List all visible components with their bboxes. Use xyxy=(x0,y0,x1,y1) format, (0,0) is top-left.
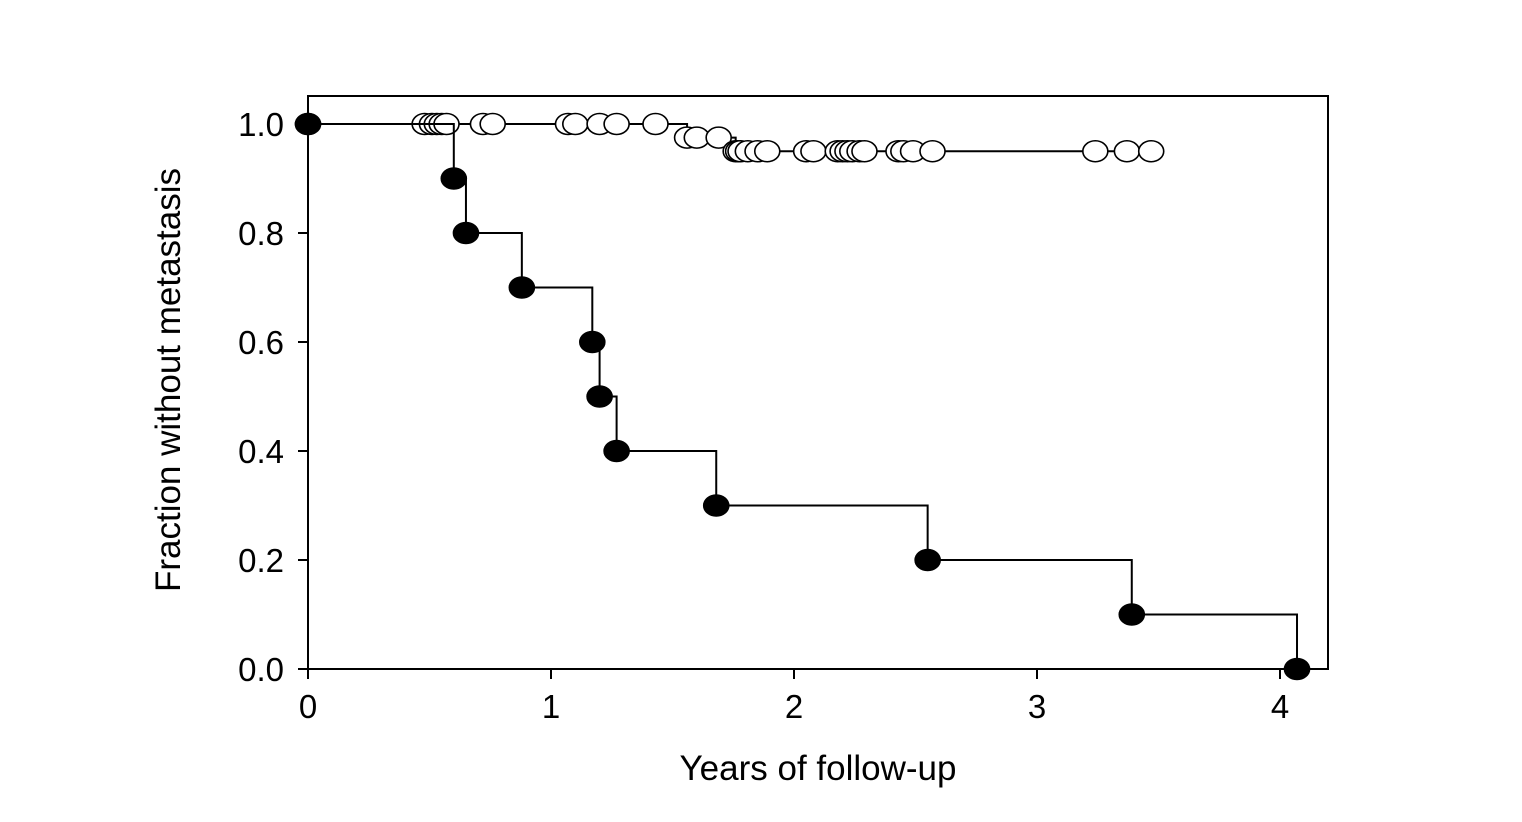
open-data-point xyxy=(561,112,589,136)
y-tick-label: 0.2 xyxy=(238,542,284,579)
x-axis-ticks: 0 1 2 3 4 xyxy=(299,669,1289,725)
open-data-point xyxy=(642,112,669,136)
filled-data-point xyxy=(603,439,630,463)
y-tick-label: 0.8 xyxy=(238,215,284,252)
filled-data-point xyxy=(579,330,606,354)
filled-data-point xyxy=(508,276,536,299)
open-data-point xyxy=(1082,139,1109,163)
series-open-circle xyxy=(294,112,1165,163)
open-data-point xyxy=(705,126,732,149)
x-tick-label: 3 xyxy=(1028,688,1046,725)
open-data-point xyxy=(603,112,630,136)
open-data-point xyxy=(851,139,878,163)
series-layer xyxy=(294,112,1311,681)
x-tick-label: 1 xyxy=(542,688,560,725)
y-axis-ticks: 0.0 0.2 0.4 0.6 0.8 1.0 xyxy=(238,106,308,688)
y-tick-label: 0.4 xyxy=(238,433,284,470)
x-tick-label: 0 xyxy=(299,688,317,725)
open-data-point xyxy=(919,139,946,163)
filled-data-point xyxy=(914,548,941,572)
x-tick-label: 2 xyxy=(785,688,803,725)
filled-data-point xyxy=(702,494,730,517)
x-tick-label: 4 xyxy=(1271,688,1289,725)
y-tick-label: 1.0 xyxy=(238,106,284,143)
open-data-point xyxy=(753,139,781,163)
filled-data-point xyxy=(1283,657,1311,681)
plot-frame xyxy=(307,95,1329,670)
open-data-point xyxy=(800,139,827,163)
open-data-point xyxy=(1137,139,1165,163)
y-tick-label: 0.0 xyxy=(238,651,284,688)
y-tick-label: 0.6 xyxy=(238,324,284,361)
filled-data-point xyxy=(294,112,322,136)
filled-data-point xyxy=(440,167,468,190)
series-filled-circle xyxy=(294,112,1311,681)
y-axis-label: Fraction without metastasis xyxy=(149,168,188,592)
open-data-point xyxy=(1113,139,1141,163)
filled-data-point xyxy=(1118,603,1146,626)
filled-data-point xyxy=(586,385,613,408)
x-axis-label: Years of follow-up xyxy=(680,749,957,788)
filled-data-point xyxy=(452,221,480,245)
open-data-point xyxy=(479,112,506,136)
